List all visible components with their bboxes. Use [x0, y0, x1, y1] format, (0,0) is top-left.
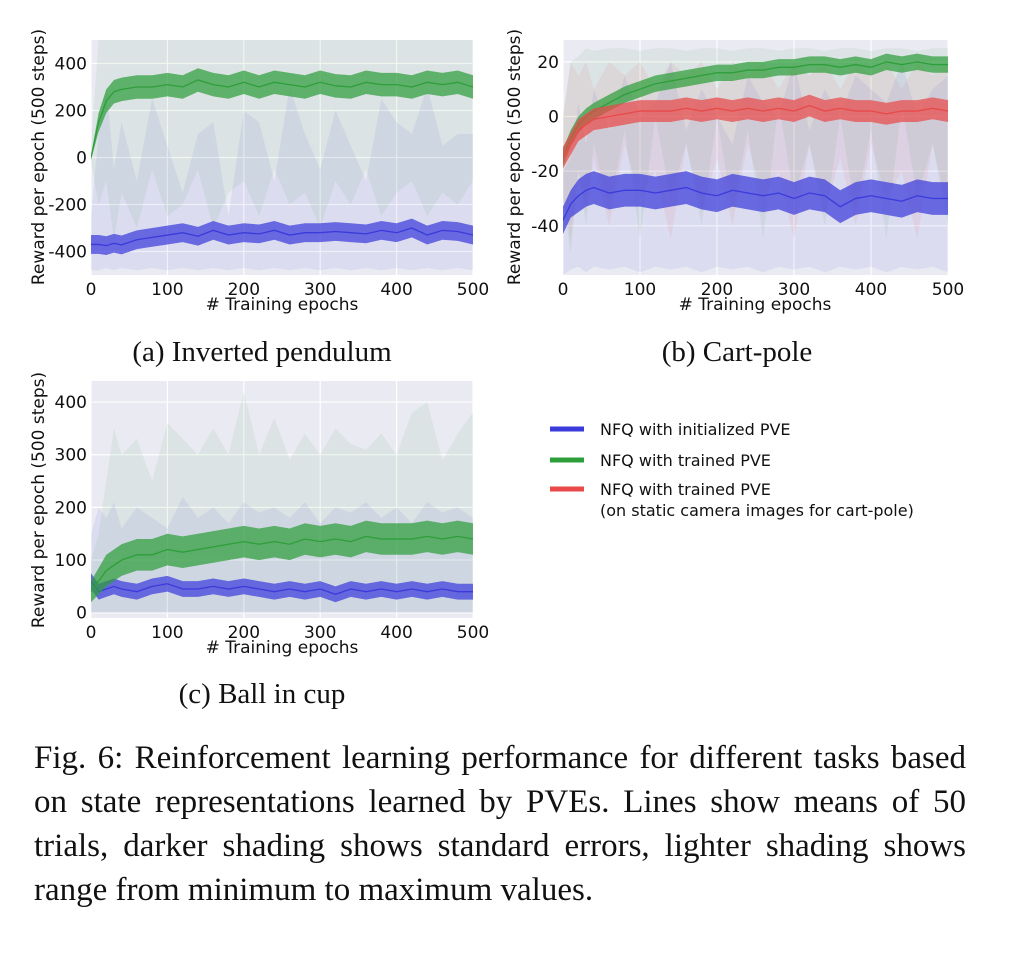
stderr-band	[91, 68, 473, 160]
x-tick-label: 200	[228, 623, 260, 643]
y-tick-label: 400	[55, 55, 87, 75]
subcaption-a: (a) Inverted pendulum	[132, 336, 392, 368]
mean-line	[91, 227, 473, 247]
x-tick-label: 300	[304, 280, 336, 300]
x-axis-label: # Training epochs	[206, 295, 359, 315]
x-tick-label: 500	[457, 280, 489, 300]
stderr-band	[91, 218, 473, 256]
x-axis-label: # Training epochs	[206, 638, 359, 658]
x-tick-label: 0	[558, 280, 569, 300]
legend-label-static: NFQ with trained PVE	[600, 480, 771, 499]
x-tick-label: 400	[380, 623, 412, 643]
stderr-band	[563, 94, 948, 169]
x-tick-label: 100	[624, 280, 656, 300]
plot-background	[563, 40, 948, 275]
y-tick-label: -200	[48, 196, 87, 216]
chart-inverted-pendulum: 0 100 200 300 400 500 400 200 0 -200 -400 # Trainin…	[29, 29, 489, 315]
mean-line	[91, 580, 473, 595]
x-tick-label: 300	[304, 623, 336, 643]
y-tick-label: 200	[55, 498, 87, 518]
stderr-band	[91, 573, 473, 603]
x-tick-label: 0	[86, 280, 97, 300]
y-tick-label: 0	[76, 149, 87, 169]
y-axis-label: Reward per epoch (500 steps)	[29, 29, 49, 285]
subcaption-b: (b) Cart-pole	[662, 336, 813, 368]
x-tick-label: 400	[855, 280, 887, 300]
mean-line	[563, 104, 948, 158]
x-tick-label: 100	[151, 280, 183, 300]
y-tick-label: 0	[548, 108, 559, 128]
x-tick-label: 200	[701, 280, 733, 300]
legend-label-trained: NFQ with trained PVE	[600, 451, 771, 470]
x-tick-label: 500	[932, 280, 964, 300]
mean-line	[91, 79, 473, 158]
legend: NFQ with initialized PVE NFQ with traine…	[550, 420, 914, 520]
mean-line	[91, 535, 473, 593]
y-tick-label: 400	[55, 393, 87, 413]
x-axis-label: # Training epochs	[679, 295, 832, 315]
x-tick-label: 400	[380, 280, 412, 300]
stderr-band	[91, 520, 473, 603]
x-tick-label: 500	[457, 623, 489, 643]
stderr-band	[563, 171, 948, 235]
mean-line	[563, 186, 948, 221]
y-axis-label: Reward per epoch (500 steps)	[505, 29, 525, 285]
x-tick-label: 300	[778, 280, 810, 300]
y-tick-label: 200	[55, 102, 87, 122]
y-tick-label: -400	[48, 243, 87, 263]
chart-ball-in-cup: 0 100 200 300 400 500 400 300 200 100 0 # Training …	[29, 372, 489, 658]
x-tick-label: 100	[151, 623, 183, 643]
plot-area	[91, 391, 473, 613]
y-tick-label: -40	[531, 217, 559, 237]
y-tick-label: 0	[76, 604, 87, 624]
figure-caption: Fig. 6: Reinforcement learning performan…	[34, 740, 966, 908]
plot-area	[91, 40, 473, 271]
x-tick-label: 0	[86, 623, 97, 643]
legend-sublabel-static: (on static camera images for cart-pole)	[600, 501, 914, 520]
plot-area	[563, 48, 948, 275]
range-band	[563, 48, 948, 254]
stderr-band	[563, 53, 948, 166]
y-tick-label: 100	[55, 551, 87, 571]
subcaption-c: (c) Ball in cup	[179, 678, 346, 710]
y-tick-label: -20	[531, 162, 559, 182]
legend-label-initialized: NFQ with initialized PVE	[600, 420, 791, 439]
y-tick-label: 20	[537, 53, 559, 73]
y-tick-label: 300	[55, 446, 87, 466]
y-axis-label: Reward per epoch (500 steps)	[29, 372, 49, 628]
x-tick-label: 200	[228, 280, 260, 300]
